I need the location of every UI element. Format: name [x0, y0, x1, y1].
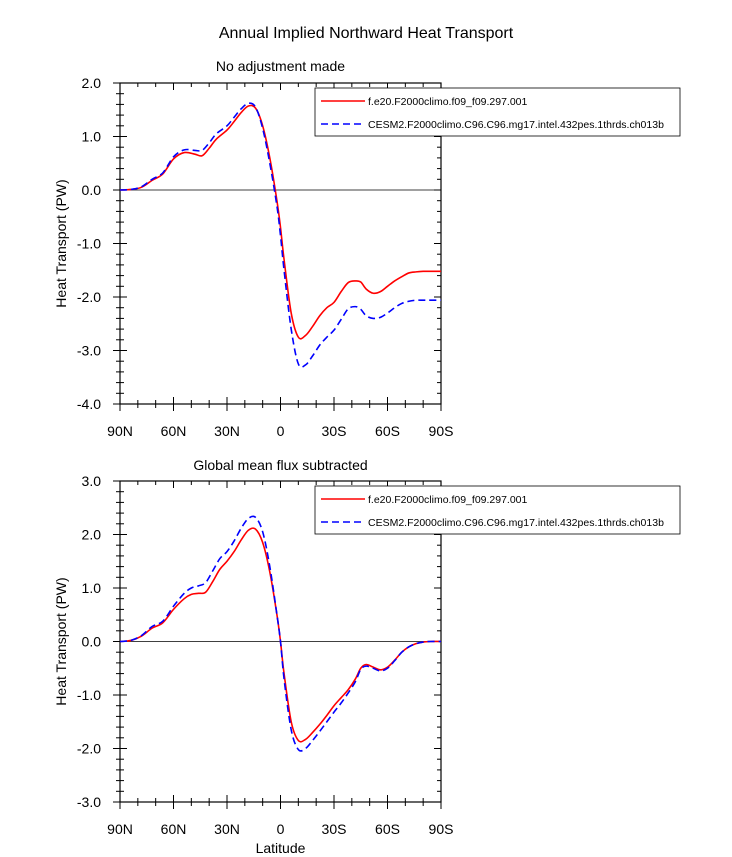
- x-tick-label: 60N: [161, 821, 187, 837]
- legend-label-1: f.e20.F2000climo.f09_f09.297.001: [368, 96, 528, 108]
- y-tick-label: 1.0: [82, 129, 102, 145]
- x-tick-label: 0: [277, 821, 285, 837]
- legend: f.e20.F2000climo.f09_f09.297.001 CESM2.F2…: [314, 87, 681, 137]
- y-tick-label: -3.0: [77, 343, 101, 359]
- x-axis-label: Latitude: [256, 840, 306, 856]
- x-tick-label: 90S: [429, 821, 454, 837]
- bottom-panel: Global mean flux subtracted 3.0 2.0 1.0 0.0 -…: [53, 457, 681, 856]
- series-line-1: [119, 527, 442, 743]
- y-tick-label: -2.0: [77, 289, 101, 305]
- y-tick-label: 2.0: [82, 527, 102, 543]
- y-tick-label: 0.0: [82, 182, 102, 198]
- top-panel: No adjustment made 2.0 1.0 0.0 -1.0 -2.0 -3.0 -…: [53, 58, 681, 439]
- x-tick-label: 90N: [107, 821, 133, 837]
- legend-box: [314, 485, 681, 535]
- series-line-2: [119, 515, 442, 752]
- legend: f.e20.F2000climo.f09_f09.297.001 CESM2.F2…: [314, 485, 681, 535]
- x-tick-label: 60S: [375, 821, 400, 837]
- y-tick-label: -3.0: [77, 794, 101, 810]
- series-line-1: [119, 104, 441, 340]
- y-tick-label: 0.0: [82, 634, 102, 650]
- y-tick-label: -1.0: [77, 687, 101, 703]
- y-tick-label: -4.0: [77, 396, 101, 412]
- legend-box: [314, 87, 681, 137]
- x-tick-label: 30N: [214, 423, 240, 439]
- legend-label-2: CESM2.F2000climo.C96.C96.mg17.intel.432p…: [368, 517, 664, 529]
- x-tick-label: 30N: [214, 821, 240, 837]
- y-tick-label: -2.0: [77, 741, 101, 757]
- y-axis-label: Heat Transport (PW): [53, 179, 69, 307]
- series-line-2: [119, 102, 441, 368]
- y-tick-label: 2.0: [82, 75, 102, 91]
- y-tick-label: -1.0: [77, 236, 101, 252]
- x-tick-label: 0: [277, 423, 285, 439]
- x-tick-label: 60N: [161, 423, 187, 439]
- x-tick-label: 30S: [322, 821, 347, 837]
- panel-title: Global mean flux subtracted: [193, 457, 367, 473]
- panel-title: No adjustment made: [216, 58, 345, 74]
- legend-label-2: CESM2.F2000climo.C96.C96.mg17.intel.432p…: [368, 119, 664, 131]
- y-axis-label: Heat Transport (PW): [53, 577, 69, 705]
- legend-label-1: f.e20.F2000climo.f09_f09.297.001: [368, 494, 528, 506]
- x-tick-label: 60S: [375, 423, 400, 439]
- x-tick-label: 90S: [429, 423, 454, 439]
- x-tick-label: 30S: [322, 423, 347, 439]
- figure-title: Annual Implied Northward Heat Transport: [219, 25, 514, 42]
- y-tick-label: 1.0: [82, 580, 102, 596]
- x-tick-label: 90N: [107, 423, 133, 439]
- y-tick-label: 3.0: [82, 473, 102, 489]
